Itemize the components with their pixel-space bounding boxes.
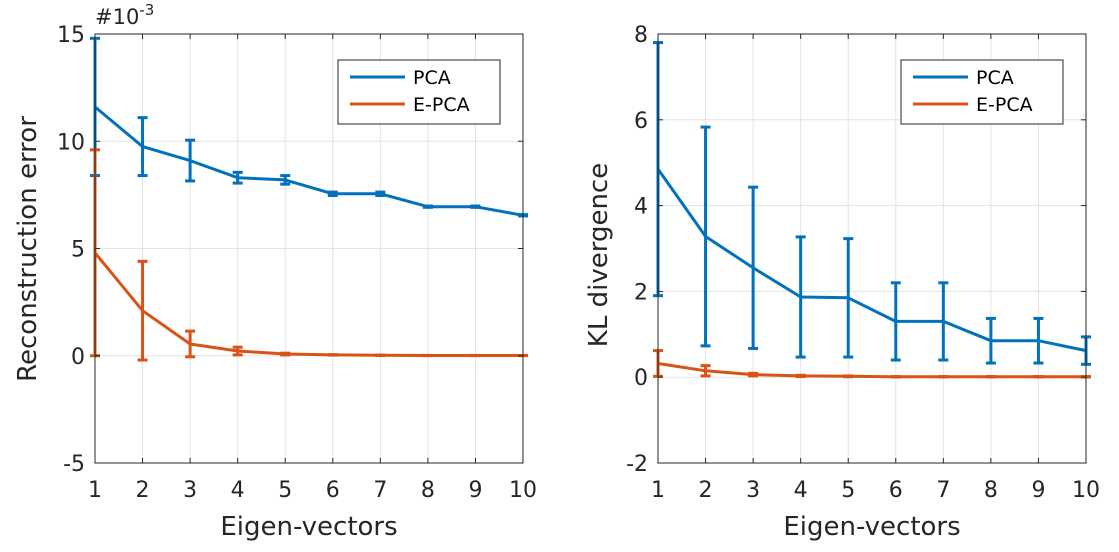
x-tick-label: 5 (278, 478, 292, 503)
y-tick-label: 4 (634, 195, 648, 220)
series-line (94, 105, 524, 217)
legend: PCA E-PCA (337, 59, 501, 125)
ticks: 1 2 3 4 5 6 7 8 9 10 -2 0 2 4 6 8 (626, 23, 1100, 503)
x-tick-label: 2 (699, 478, 713, 503)
y-tick-label: 10 (57, 130, 85, 155)
series-e-pca (653, 349, 1091, 379)
legend-label-pca: PCA (413, 67, 451, 89)
legend-label-epca: E-PCA (413, 94, 470, 116)
y-tick-label: 8 (634, 23, 648, 48)
x-tick-label: 4 (231, 478, 245, 503)
x-tick-label: 6 (889, 478, 903, 503)
y-tick-label: -5 (63, 452, 85, 477)
y-tick-label: 5 (71, 238, 85, 263)
legend-box (337, 59, 501, 125)
series-layer (653, 41, 1091, 379)
x-tick-label: 9 (468, 478, 482, 503)
x-tick-label: 10 (1072, 478, 1100, 503)
x-tick-label: 3 (183, 478, 197, 503)
series-pca (653, 41, 1091, 366)
x-tick-label: 7 (936, 478, 950, 503)
ticks: 1 2 3 4 5 6 7 8 9 10 -5 0 5 10 15 (57, 23, 537, 503)
x-tick-label: 5 (841, 478, 855, 503)
x-axis-label: Eigen-vectors (783, 512, 960, 542)
plot-frame (657, 33, 1087, 464)
x-tick-label: 9 (1031, 478, 1045, 503)
y-tick-label: 2 (634, 280, 648, 305)
exponent-label: #10-3 (95, 1, 154, 29)
x-tick-label: 1 (88, 478, 102, 503)
x-tick-label: 8 (421, 478, 435, 503)
x-tick-label: 1 (651, 478, 665, 503)
y-axis-label: KL divergence (584, 163, 614, 347)
x-tick-label: 6 (326, 478, 340, 503)
y-tick-label: 0 (634, 366, 648, 391)
series-line (93, 251, 523, 357)
y-tick-label: -2 (626, 452, 648, 477)
y-tick-label: 6 (634, 109, 648, 134)
x-tick-label: 2 (136, 478, 150, 503)
legend-label-epca: E-PCA (976, 94, 1033, 116)
legend: PCA E-PCA (900, 59, 1064, 125)
x-tick-label: 3 (746, 478, 760, 503)
y-tick-label: 15 (57, 23, 85, 48)
y-tick-label: 0 (71, 345, 85, 370)
x-axis-label: Eigen-vectors (220, 512, 397, 542)
y-axis-label: Reconstruction error (13, 116, 43, 382)
x-tick-label: 4 (794, 478, 808, 503)
kl-divergence-chart: 1 2 3 4 5 6 7 8 9 10 -2 0 2 4 6 8 Eigen-vectors KL dive… (584, 23, 1100, 542)
x-tick-label: 8 (984, 478, 998, 503)
x-tick-label: 10 (509, 478, 537, 503)
series-line (657, 362, 1086, 379)
legend-label-pca: PCA (976, 67, 1014, 89)
series-pca (90, 36, 528, 218)
legend-box (900, 59, 1064, 125)
x-tick-label: 7 (373, 478, 387, 503)
series-line (656, 168, 1087, 353)
